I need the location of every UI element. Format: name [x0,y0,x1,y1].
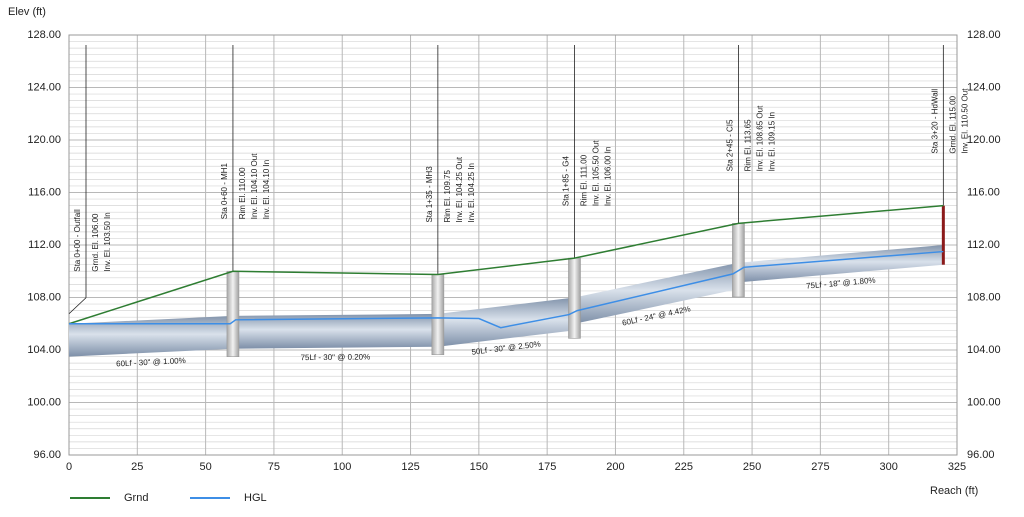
station-label: Rim El. 111.00 [580,154,589,206]
series-line [69,250,944,329]
station-label: Sta 0+00 - Outfall [73,209,82,272]
manhole [226,270,240,357]
x-tick-label: 125 [401,461,419,473]
station-label: Inv. El. 104.10 In [262,160,271,219]
pipe-label: 60Lf - 30" @ 1.00% [116,356,186,368]
x-tick-label: 75 [268,461,280,473]
manhole [568,257,581,339]
y-tick-label: 104.00 [27,344,61,356]
pipe [738,245,944,283]
station-label: Sta 1+35 - MH3 [425,166,434,223]
x-tick-label: 50 [199,461,211,473]
pipe [69,315,233,357]
y2-tick-label: 112.00 [967,239,1000,251]
x-tick-label: 100 [333,461,351,473]
pipe [437,297,575,347]
y-tick-label: 116.00 [28,186,61,198]
x-tick-label: 325 [948,461,966,473]
y-tick-label: 120.00 [27,134,61,146]
plot-border [68,34,958,456]
station-label: Inv. El. 104.10 Out [250,153,259,219]
station-label: Sta 2+45 - CI5 [726,119,735,171]
station-label: Sta 0+60 - MH1 [220,162,229,219]
pipe-label: 50Lf - 30" @ 2.50% [471,340,541,357]
x-tick-label: 0 [66,461,72,473]
station-label: Inv. El. 103.50 In [103,212,112,271]
manhole [431,274,445,356]
y2-tick-label: 116.00 [967,186,1000,198]
outfall [68,297,87,315]
series-line [68,204,944,325]
station-label: Inv. El. 109.15 In [768,112,777,171]
legend-label: HGL [244,492,267,504]
y-axis-label: Elev (ft) [8,6,46,18]
y2-tick-label: 96.00 [967,449,995,461]
station-label: Rim El. 113.65 [744,119,753,171]
x-tick-label: 175 [538,461,556,473]
pipe [232,313,438,349]
station-label: Inv. El. 105.50 Out [592,140,601,206]
y2-tick-label: 124.00 [967,81,1001,93]
y2-tick-label: 128.00 [967,29,1001,41]
legend-label: Grnd [124,492,148,504]
y-tick-label: 96.00 [33,449,61,461]
station-label: Inv. El. 106.00 In [604,147,613,206]
x-axis-label: Reach (ft) [930,485,978,497]
pipe-label: 75Lf - 30" @ 0.20% [301,352,371,362]
y2-tick-label: 100.00 [967,396,1001,408]
y-tick-label: 100.00 [27,396,61,408]
station-label: Inv. El. 104.25 Out [455,156,464,222]
x-tick-label: 150 [470,461,488,473]
x-tick-label: 225 [675,461,693,473]
x-tick-label: 250 [743,461,761,473]
manhole [732,223,745,298]
y-tick-label: 112.00 [28,239,61,251]
station-label: Grnd. El. 106.00 [91,213,100,272]
station-label: Sta 3+20 - HdWall [930,89,939,154]
station-label: Rim El. 110.00 [238,167,247,219]
y-tick-label: 124.00 [27,81,61,93]
x-tick-label: 25 [131,461,143,473]
y-tick-label: 128.00 [27,29,61,41]
x-tick-label: 300 [880,461,898,473]
y2-tick-label: 120.00 [967,134,1001,146]
station-label: Inv. El. 108.65 Out [756,105,765,171]
x-tick-label: 275 [811,461,829,473]
x-tick-label: 200 [606,461,624,473]
y2-tick-label: 108.00 [967,291,1001,303]
station-label: Rim El. 109.75 [443,170,452,223]
pipe [574,262,739,324]
station-label: Inv. El. 110.50 Out [960,88,969,154]
y-tick-label: 108.00 [27,291,61,303]
station-label: Grnd. El. 115.00 [948,95,957,153]
station-label: Inv. El. 104.25 In [467,163,476,222]
station-label: Sta 1+85 - G4 [562,156,571,207]
y2-tick-label: 104.00 [967,344,1001,356]
